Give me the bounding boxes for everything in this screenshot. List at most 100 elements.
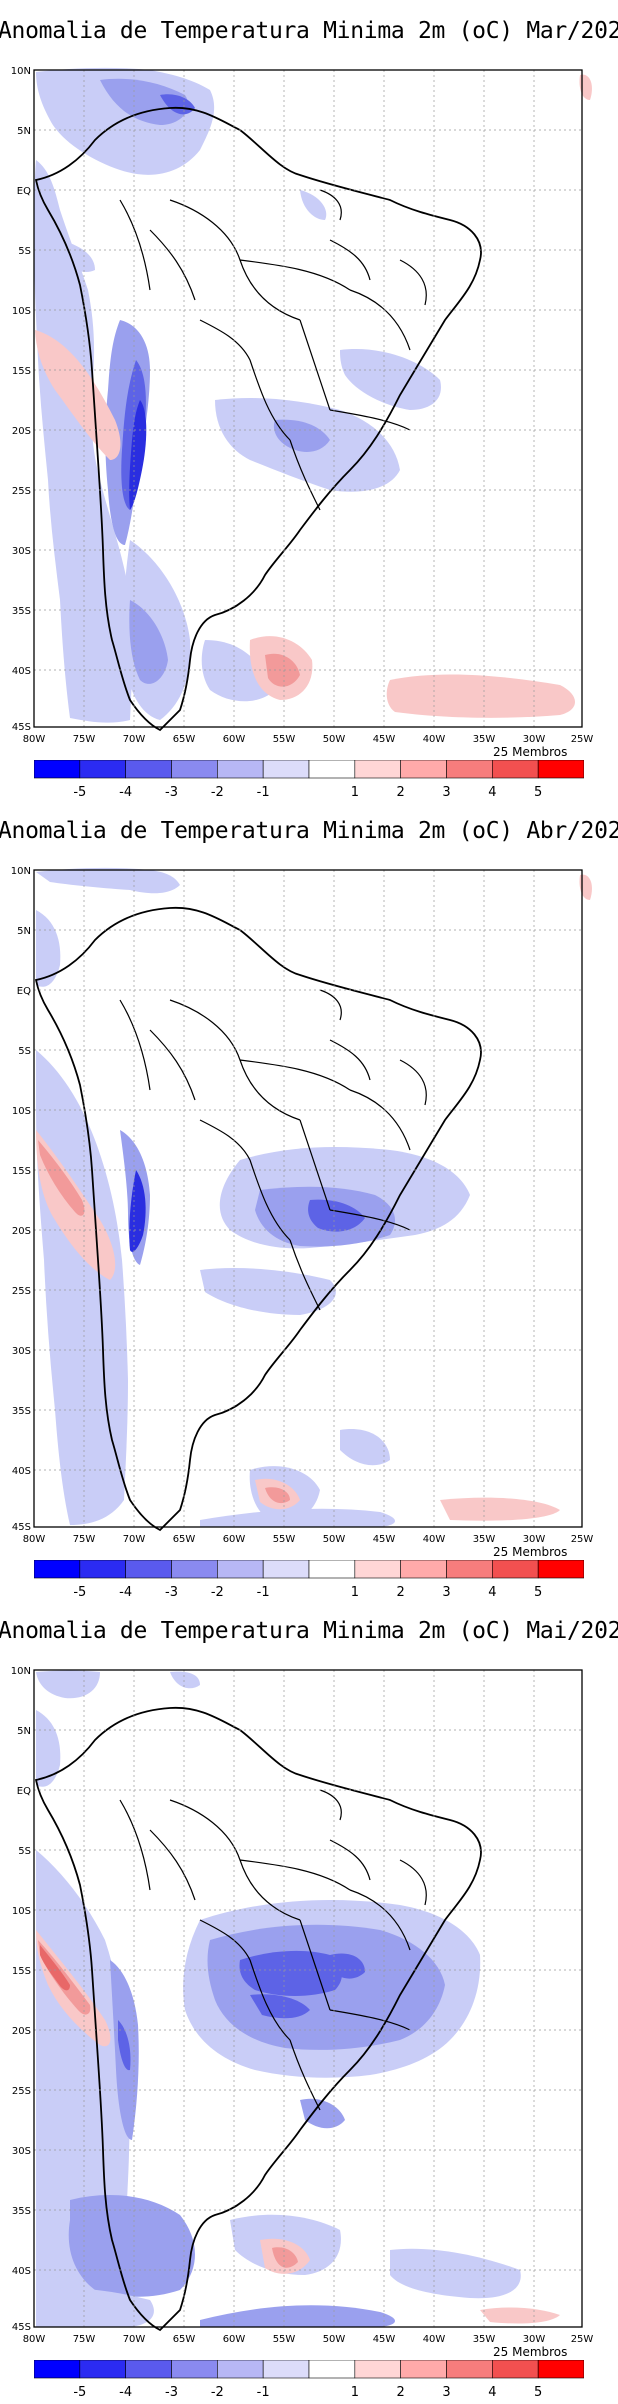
grid-lines: [34, 70, 582, 727]
svg-text:10N: 10N: [11, 1666, 31, 1677]
svg-text:65W: 65W: [173, 1534, 196, 1545]
colorbar-cell: [125, 760, 172, 779]
svg-text:55W: 55W: [273, 1534, 296, 1545]
svg-text:35S: 35S: [12, 1406, 31, 1417]
colorbar-cell: [537, 2360, 584, 2379]
colorbar-cell: [125, 1560, 172, 1579]
colorbar-tick-label: 1: [351, 785, 359, 800]
colorbar-tick-label: 1: [351, 1585, 359, 1600]
svg-text:25S: 25S: [12, 486, 31, 497]
svg-text:40W: 40W: [423, 1534, 446, 1545]
svg-text:40S: 40S: [12, 1466, 31, 1477]
colorbar-cell: [446, 1560, 493, 1579]
svg-text:30W: 30W: [523, 2334, 546, 2345]
grid-lines: [34, 870, 582, 1527]
colorbar-cell: [446, 760, 493, 779]
colorbar-tick-label: 4: [488, 2385, 496, 2400]
map-frame: [33, 869, 583, 1528]
colorbar-cell: [492, 1560, 539, 1579]
colorbar-cell: [171, 760, 218, 779]
svg-text:EQ: EQ: [17, 986, 31, 997]
svg-text:30S: 30S: [12, 546, 31, 557]
longitude-labels: 80W 75W 70W 65W 60W 55W 50W 45W 40W 35W …: [23, 734, 594, 745]
colorbar-tick-label: 4: [488, 1585, 496, 1600]
colorbar-cell: [79, 2360, 126, 2379]
svg-text:10N: 10N: [11, 66, 31, 77]
svg-text:25W: 25W: [571, 734, 594, 745]
svg-text:45W: 45W: [373, 2334, 396, 2345]
colorbar-tick-label: 5: [534, 2385, 542, 2400]
svg-text:50W: 50W: [323, 734, 346, 745]
colorbar-cell: [34, 1560, 81, 1579]
svg-text:30S: 30S: [12, 1346, 31, 1357]
svg-text:10S: 10S: [12, 306, 31, 317]
longitude-labels: 80W 75W 70W 65W 60W 55W 50W 45W 40W 35W …: [23, 1534, 594, 1545]
svg-text:45W: 45W: [373, 734, 396, 745]
colorbar-cell: [354, 2360, 401, 2379]
colorbar-tick-label: -3: [165, 1585, 178, 1600]
svg-text:25W: 25W: [571, 1534, 594, 1545]
colorbar: -5 -4 -3 -2 -1 1 2 3 4 5: [34, 1560, 584, 1600]
svg-text:5S: 5S: [18, 246, 31, 257]
svg-text:75W: 75W: [73, 1534, 96, 1545]
svg-text:45S: 45S: [12, 2322, 31, 2333]
latitude-labels: 10N 5N EQ 5S 10S 15S 20S 25S 30S 35S 40S…: [11, 866, 31, 1533]
svg-text:50W: 50W: [323, 2334, 346, 2345]
svg-text:35S: 35S: [12, 606, 31, 617]
colorbar-tick-label: -3: [165, 2385, 178, 2400]
svg-text:EQ: EQ: [17, 1786, 31, 1797]
colorbar-tick-label: -2: [211, 785, 224, 800]
colorbar-cell: [308, 1560, 356, 1579]
colorbar-tick-label: 3: [442, 1585, 450, 1600]
svg-text:45S: 45S: [12, 1522, 31, 1533]
grid-lines: [34, 1670, 582, 2327]
colorbar-tick-label: 2: [397, 1585, 405, 1600]
colorbar-cell: [217, 760, 264, 779]
colorbar-cell: [262, 760, 310, 779]
svg-text:75W: 75W: [73, 734, 96, 745]
colorbar-tick-label: -4: [119, 1585, 132, 1600]
colorbar-cell: [262, 1560, 310, 1579]
members-label: 25 Membros: [493, 1545, 568, 1559]
colorbar: -5 -4 -3 -2 -1 1 2 3 4 5: [34, 760, 584, 800]
svg-text:60W: 60W: [223, 1534, 246, 1545]
colorbar-tick-label: -3: [165, 785, 178, 800]
colorbar-tick-label: -5: [73, 785, 86, 800]
colorbar-cell: [79, 760, 126, 779]
colorbar-cell: [400, 2360, 447, 2379]
svg-text:15S: 15S: [12, 1166, 31, 1177]
svg-text:35W: 35W: [473, 1534, 496, 1545]
svg-text:20S: 20S: [12, 426, 31, 437]
svg-text:40W: 40W: [423, 734, 446, 745]
colorbar-tick-label: -2: [211, 1585, 224, 1600]
colorbar-cell: [308, 2360, 356, 2379]
colorbar-tick-label: -1: [257, 2385, 270, 2400]
colorbar-tick-label: -4: [119, 2385, 132, 2400]
map-frame: [33, 1669, 583, 2328]
svg-text:30W: 30W: [523, 734, 546, 745]
panel-title: Anomalia de Temperatura Minima 2m (oC) M…: [0, 1618, 618, 1644]
map-panel-mar: Anomalia de Temperatura Minima 2m (oC) M…: [0, 0, 618, 800]
longitude-labels: 80W 75W 70W 65W 60W 55W 50W 45W 40W 35W …: [23, 2334, 594, 2345]
colorbar-cell: [400, 1560, 447, 1579]
colorbar-cell: [446, 2360, 493, 2379]
colorbar-tick-label: 5: [534, 1585, 542, 1600]
svg-text:15S: 15S: [12, 366, 31, 377]
colorbar-tick-label: -4: [119, 785, 132, 800]
svg-text:25W: 25W: [571, 2334, 594, 2345]
svg-text:80W: 80W: [23, 734, 46, 745]
colorbar-cell: [171, 2360, 218, 2379]
colorbar: -5 -4 -3 -2 -1 1 2 3 4 5: [34, 2360, 584, 2400]
svg-text:10S: 10S: [12, 1906, 31, 1917]
colorbar-tick-label: -5: [73, 2385, 86, 2400]
colorbar-cell: [537, 1560, 584, 1579]
svg-text:40S: 40S: [12, 2266, 31, 2277]
members-label: 25 Membros: [493, 745, 568, 759]
members-label: 25 Membros: [493, 2345, 568, 2359]
svg-text:10S: 10S: [12, 1106, 31, 1117]
colorbar-tick-label: 3: [442, 785, 450, 800]
colorbar-cell: [217, 1560, 264, 1579]
svg-text:25S: 25S: [12, 2086, 31, 2097]
colorbar-cell: [308, 760, 356, 779]
colorbar-cell: [79, 1560, 126, 1579]
